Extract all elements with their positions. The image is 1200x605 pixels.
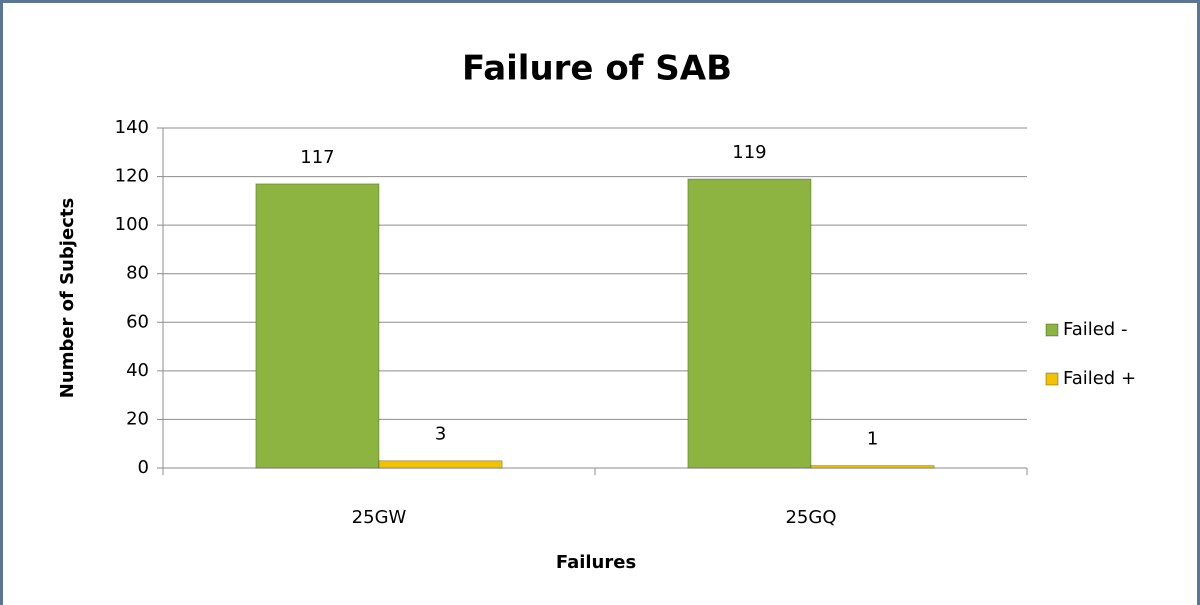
y-tick-label: 100 bbox=[115, 214, 149, 235]
y-tick-label: 20 bbox=[126, 408, 149, 429]
x-axis-title: Failures bbox=[556, 552, 636, 573]
legend-label: Failed - bbox=[1063, 319, 1127, 340]
bar bbox=[810, 465, 935, 469]
y-tick-label: 40 bbox=[126, 360, 149, 381]
y-tick-label: 0 bbox=[138, 457, 149, 478]
bar bbox=[378, 460, 503, 469]
legend-swatch bbox=[1045, 323, 1059, 337]
y-axis-title: Number of Subjects bbox=[57, 198, 78, 398]
y-tick-label: 80 bbox=[126, 263, 149, 284]
legend-swatch bbox=[1045, 372, 1059, 386]
bar bbox=[687, 178, 812, 469]
bar bbox=[255, 183, 380, 469]
x-tick-label: 25GQ bbox=[785, 507, 836, 528]
chart-title: Failure of SAB bbox=[462, 49, 732, 89]
x-tick-label: 25GW bbox=[352, 507, 407, 528]
y-tick-label: 60 bbox=[126, 311, 149, 332]
data-label: 119 bbox=[732, 142, 766, 163]
legend-label: Failed + bbox=[1063, 368, 1136, 389]
data-label: 117 bbox=[300, 147, 334, 168]
y-tick-label: 140 bbox=[115, 117, 149, 138]
data-label: 3 bbox=[435, 424, 446, 445]
data-label: 1 bbox=[867, 429, 878, 450]
y-tick-label: 120 bbox=[115, 166, 149, 187]
